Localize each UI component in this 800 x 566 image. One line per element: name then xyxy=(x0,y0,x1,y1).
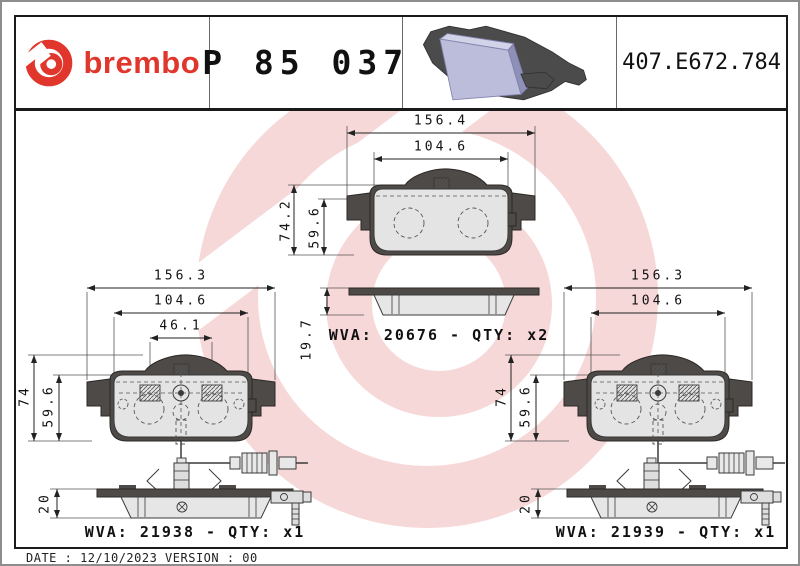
dim-bl-sensor-span: 46.1 xyxy=(159,318,203,334)
dim-br-width-outer: 156.3 xyxy=(630,268,686,284)
brembo-logo-icon xyxy=(24,39,73,86)
dim-top-thickness: 19.7 xyxy=(299,317,315,361)
dim-top-height-inner: 59.6 xyxy=(307,205,323,249)
dim-bl-width-outer: 156.3 xyxy=(153,268,209,284)
brand-cell: brembo xyxy=(16,17,210,108)
dim-top-width-inner: 104.6 xyxy=(413,139,469,155)
brand-name: brembo xyxy=(83,44,201,80)
part-number-cell: P 85 037 xyxy=(202,17,403,108)
header: brembo P 85 037 407.E672.784 xyxy=(14,15,788,110)
footer-info: DATE : 12/10/2023 VERSION : 00 xyxy=(26,551,258,565)
top-pad-drawing xyxy=(288,126,540,316)
dim-bl-height-inner: 59.6 xyxy=(41,384,57,428)
brake-pad-3d-image xyxy=(423,25,588,100)
dim-bl-width-inner: 104.6 xyxy=(153,293,209,309)
wva-label-bottom-right: WVA: 21939 - QTY: x1 xyxy=(555,523,777,541)
dim-bl-thickness: 20 xyxy=(37,492,53,514)
dim-br-height-outer: 74 xyxy=(494,385,510,407)
bottom-right-pad-drawing xyxy=(505,285,786,526)
wva-label-top: WVA: 20676 - QTY: x2 xyxy=(328,326,550,344)
part-number: P 85 037 xyxy=(202,43,410,82)
dim-bl-height-outer: 74 xyxy=(17,385,33,407)
dim-br-width-inner: 104.6 xyxy=(630,293,686,309)
dim-top-height-outer: 74.2 xyxy=(278,198,294,242)
dim-br-height-inner: 59.6 xyxy=(518,384,534,428)
dim-br-thickness: 20 xyxy=(518,492,534,514)
catalog-code: 407.E672.784 xyxy=(622,50,782,75)
dim-top-width-outer: 156.4 xyxy=(413,113,469,129)
drawing-area xyxy=(14,109,788,549)
pad-photo-cell xyxy=(403,17,618,108)
catalog-code-cell: 407.E672.784 xyxy=(617,17,786,108)
wva-label-bottom-left: WVA: 21938 - QTY: x1 xyxy=(84,523,306,541)
bottom-left-pad-drawing xyxy=(28,285,312,526)
